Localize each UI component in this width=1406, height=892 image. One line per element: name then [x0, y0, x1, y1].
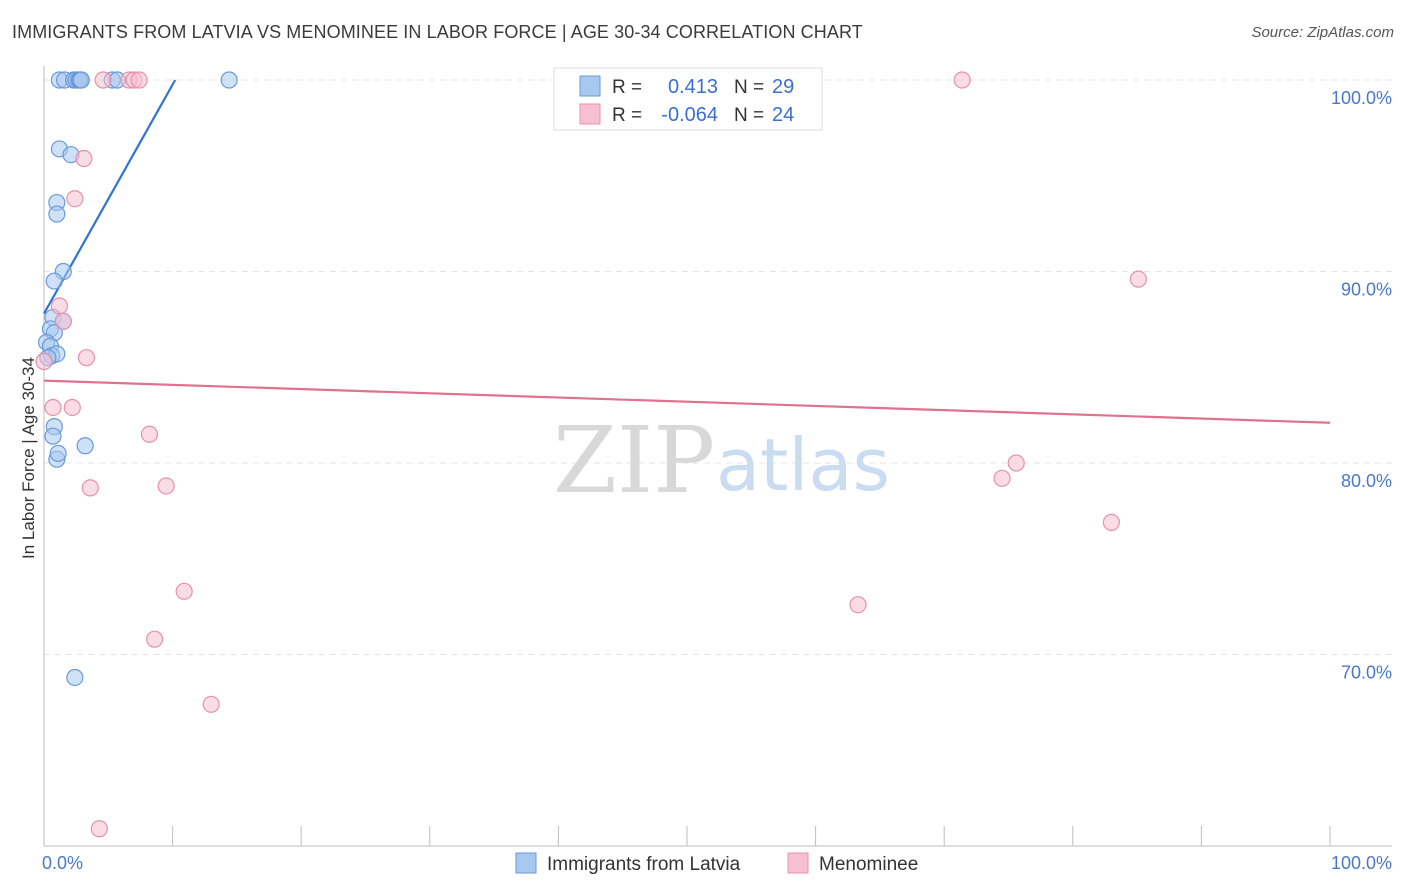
- watermark: ZIP atlas: [553, 407, 890, 514]
- menominee-point: [44, 398, 62, 417]
- menominee-point: [66, 190, 84, 208]
- menominee-point: [50, 297, 69, 315]
- legend-r-label-2: R =: [612, 105, 642, 126]
- bottom-legend-label-latvia: Immigrants from Latvia: [547, 854, 741, 875]
- menominee-point: [145, 630, 164, 648]
- legend-swatch-latvia: [579, 75, 601, 97]
- menominee-point: [94, 71, 112, 89]
- menominee-point: [1102, 513, 1120, 531]
- menominee-point: [953, 71, 971, 89]
- menominee-point: [75, 149, 93, 168]
- tick-labels: 70.0% 80.0% 90.0% 100.0% 0.0% 100.0%: [42, 88, 1392, 873]
- gridlines: [44, 79, 1392, 655]
- latvia-point: [76, 437, 94, 455]
- y-tick-label: 70.0%: [1341, 663, 1392, 683]
- legend-r-label-1: R =: [612, 77, 642, 98]
- menominee-point: [77, 349, 96, 367]
- bottom-legend-swatch-latvia: [515, 852, 537, 874]
- menominee-point: [81, 479, 99, 497]
- legend-n-label-1: N =: [734, 77, 764, 98]
- chart-title: IMMIGRANTS FROM LATVIA VS MENOMINEE IN L…: [12, 22, 863, 42]
- legend-n-value-1: 29: [772, 76, 794, 98]
- legend-n-label-2: N =: [734, 105, 764, 126]
- menominee-point: [140, 425, 159, 443]
- bottom-legend-label-menominee: Menominee: [819, 854, 918, 875]
- watermark-atlas: atlas: [716, 423, 890, 507]
- menominee-point: [202, 695, 220, 713]
- latvia-point: [44, 427, 62, 445]
- menominee-point: [63, 398, 81, 417]
- menominee-point: [157, 477, 175, 495]
- menominee-point: [1007, 454, 1025, 472]
- trend-lines: [43, 79, 1331, 424]
- legend-r-value-2: -0.064: [661, 104, 718, 126]
- menominee-point: [1129, 270, 1147, 288]
- menominee-point: [993, 469, 1011, 487]
- x-tick-label-min: 0.0%: [42, 853, 83, 873]
- latvia-point: [220, 71, 238, 89]
- series-legend: Immigrants from Latvia Menominee: [515, 852, 918, 875]
- latvia-point: [49, 444, 67, 463]
- latvia-point: [72, 71, 90, 89]
- legend-r-value-1: 0.413: [668, 76, 718, 98]
- menominee-point: [175, 582, 193, 600]
- latvia-point: [66, 668, 84, 687]
- y-tick-label: 90.0%: [1341, 280, 1392, 300]
- latvia-point: [45, 272, 63, 290]
- watermark-zip: ZIP: [553, 407, 715, 514]
- x-tick-label-max: 100.0%: [1331, 853, 1392, 873]
- menominee-point: [35, 352, 53, 371]
- y-tick-label: 80.0%: [1341, 471, 1392, 491]
- y-axis-label: In Labor Force | Age 30-34: [19, 357, 38, 559]
- menominee-trend-line: [43, 379, 1331, 424]
- latvia-point: [48, 205, 66, 223]
- menominee-point: [849, 596, 867, 614]
- bottom-legend-swatch-menominee: [787, 852, 809, 874]
- menominee-point: [54, 312, 72, 330]
- menominee-point: [90, 820, 108, 838]
- legend-swatch-menominee: [579, 103, 601, 125]
- menominee-point: [130, 71, 148, 89]
- data-points: [35, 71, 1147, 838]
- source-credit: Source: ZipAtlas.com: [1251, 24, 1394, 41]
- axes: [43, 66, 1392, 847]
- correlation-legend: R = 0.413 N = 29 R = -0.064 N = 24: [553, 67, 823, 131]
- y-tick-label: 100.0%: [1331, 88, 1392, 108]
- legend-n-value-2: 24: [772, 104, 794, 126]
